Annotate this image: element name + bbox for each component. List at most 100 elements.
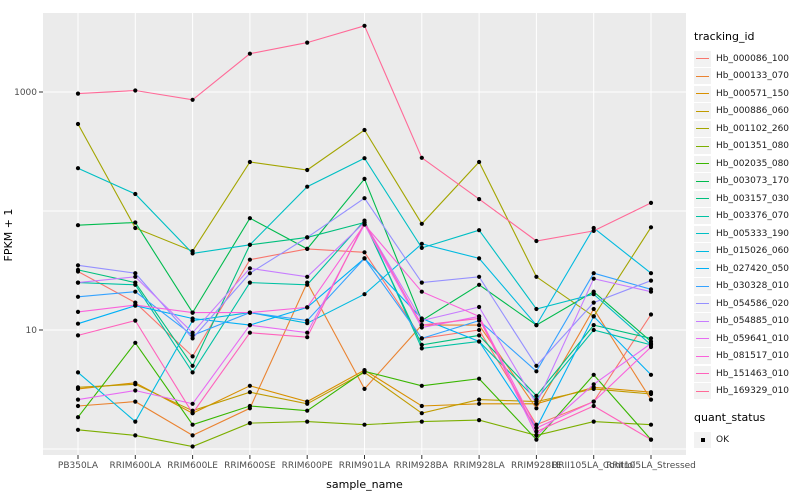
data-point bbox=[591, 314, 596, 319]
data-point bbox=[591, 271, 596, 276]
legend-key-swatch bbox=[694, 85, 711, 102]
data-point bbox=[591, 276, 596, 281]
series-line-icon bbox=[696, 373, 709, 375]
legend-key-swatch bbox=[694, 278, 711, 295]
data-point bbox=[75, 267, 81, 272]
data-point bbox=[362, 156, 367, 161]
legend-key-swatch bbox=[694, 50, 711, 67]
legend-key-swatch bbox=[694, 155, 711, 172]
data-point bbox=[75, 263, 81, 268]
data-point bbox=[648, 271, 654, 276]
data-point bbox=[75, 370, 81, 375]
legend-key-swatch bbox=[694, 190, 711, 207]
series-line-icon bbox=[696, 75, 709, 77]
data-point bbox=[648, 225, 654, 230]
series-line-icon bbox=[696, 268, 709, 270]
data-point bbox=[133, 271, 138, 276]
data-point bbox=[190, 444, 195, 449]
legend-label: Hb_015026_060 bbox=[716, 246, 790, 257]
data-point bbox=[591, 225, 596, 231]
legend-label: Hb_005333_190 bbox=[716, 228, 790, 239]
legend-label: Hb_000571_150 bbox=[716, 88, 790, 99]
data-point bbox=[247, 280, 252, 285]
data-point bbox=[305, 330, 310, 335]
data-point bbox=[75, 403, 81, 409]
data-point bbox=[419, 336, 424, 341]
data-point bbox=[133, 419, 138, 424]
legend-key-swatch bbox=[694, 313, 711, 330]
data-point bbox=[133, 399, 138, 404]
legend-entry-ok: OK bbox=[694, 431, 798, 449]
data-point bbox=[534, 369, 539, 374]
data-point bbox=[534, 425, 539, 431]
legend-entry: Hb_002035_080 bbox=[694, 155, 798, 173]
data-point bbox=[133, 382, 138, 387]
data-point bbox=[534, 406, 539, 411]
legend-entry: Hb_059641_010 bbox=[694, 330, 798, 348]
data-point bbox=[534, 401, 539, 406]
x-tick-label: RRIM928BA bbox=[396, 461, 449, 471]
data-point bbox=[190, 354, 195, 359]
data-point bbox=[477, 228, 482, 233]
x-tick-label: RRIM928LE bbox=[511, 461, 562, 471]
data-point bbox=[190, 411, 195, 416]
data-point bbox=[75, 91, 81, 96]
data-point bbox=[133, 282, 138, 287]
data-point bbox=[247, 323, 252, 328]
data-point bbox=[305, 335, 310, 340]
legend-key-swatch bbox=[694, 383, 711, 400]
legend-entries: Hb_000086_100 Hb_000133_070 Hb_000571_150 H… bbox=[694, 50, 798, 400]
data-point bbox=[591, 228, 596, 233]
series-line-icon bbox=[696, 338, 709, 340]
x-tick-label: RRIM600LE bbox=[167, 461, 218, 471]
data-point bbox=[305, 235, 310, 240]
legend-title-quant-status: quant_status bbox=[694, 411, 766, 424]
data-point bbox=[419, 323, 424, 328]
data-point bbox=[591, 399, 596, 404]
data-point bbox=[75, 397, 81, 402]
data-point bbox=[591, 386, 596, 391]
data-point bbox=[305, 401, 310, 406]
legend-entry: Hb_027420_050 bbox=[694, 260, 798, 278]
data-point bbox=[305, 40, 310, 45]
data-point bbox=[247, 390, 252, 395]
series-line-icon bbox=[696, 128, 709, 130]
data-point bbox=[419, 155, 424, 160]
data-point bbox=[75, 280, 81, 285]
data-point bbox=[75, 294, 81, 299]
legend-entry: Hb_001102_260 bbox=[694, 120, 798, 138]
legend-key-swatch bbox=[694, 208, 711, 225]
data-point bbox=[648, 372, 654, 377]
data-point bbox=[362, 127, 367, 133]
data-point bbox=[75, 333, 81, 338]
legend-key-swatch bbox=[694, 295, 711, 312]
data-point bbox=[591, 372, 596, 377]
data-point bbox=[534, 433, 539, 438]
data-point bbox=[591, 300, 596, 305]
series-line-icon bbox=[696, 93, 709, 95]
data-point bbox=[534, 274, 539, 279]
legend-title-tracking-id: tracking_id bbox=[694, 30, 755, 43]
legend-label: Hb_054586_020 bbox=[716, 298, 790, 309]
data-point bbox=[648, 437, 654, 442]
data-point bbox=[648, 278, 654, 283]
data-point bbox=[591, 327, 596, 333]
x-axis-title: sample_name bbox=[326, 478, 403, 491]
data-point bbox=[648, 312, 654, 317]
data-point bbox=[534, 238, 539, 244]
data-point bbox=[534, 422, 539, 427]
data-point bbox=[133, 88, 138, 93]
data-point bbox=[477, 274, 482, 279]
data-point bbox=[477, 418, 482, 423]
legend-entry: Hb_054586_020 bbox=[694, 295, 798, 313]
data-point bbox=[591, 306, 596, 312]
legend-key-swatch bbox=[694, 138, 711, 155]
data-point bbox=[133, 274, 138, 279]
data-point bbox=[477, 197, 482, 202]
data-point bbox=[305, 419, 310, 424]
legend-label: Hb_059641_010 bbox=[716, 333, 790, 344]
data-point bbox=[534, 397, 539, 402]
legend-key-swatch bbox=[694, 260, 711, 277]
series-line-icon bbox=[696, 303, 709, 305]
data-point bbox=[591, 323, 596, 328]
